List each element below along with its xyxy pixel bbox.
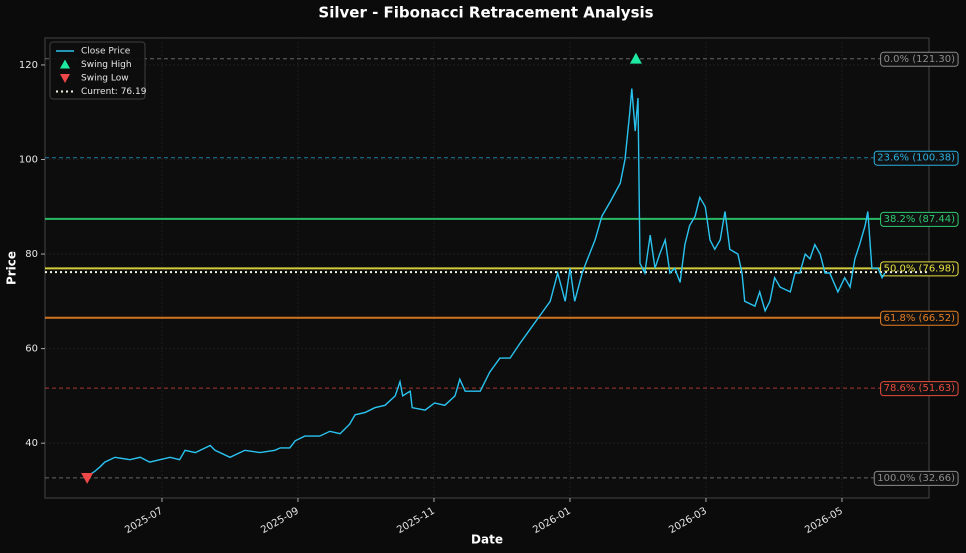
fib-label-box — [880, 261, 959, 277]
fib-label-box — [880, 211, 959, 227]
y-tick-label: 60 — [25, 344, 38, 355]
price-line — [86, 88, 886, 477]
fib-level-label: 50.0% (76.98) — [884, 263, 955, 274]
fib-level-label: 0.0% (121.30) — [884, 54, 955, 65]
fib-level-tag: 38.2% (87.44) — [880, 211, 959, 227]
fib-label-box — [880, 381, 959, 397]
legend-swatch — [60, 74, 70, 83]
fib-label-box — [880, 51, 959, 67]
chart-title: Silver - Fibonacci Retracement Analysis — [318, 4, 653, 22]
y-tick-label: 120 — [19, 60, 38, 71]
fib-label-box — [873, 150, 959, 166]
fib-label-box — [880, 310, 959, 326]
fib-level-label: 38.2% (87.44) — [884, 214, 955, 225]
legend-label: Current: 76.19 — [81, 87, 147, 97]
x-axis-label: Date — [471, 533, 503, 547]
y-tick-label: 80 — [25, 249, 38, 260]
legend-label: Close Price — [81, 47, 131, 57]
fib-level-tag: 61.8% (66.52) — [880, 310, 959, 326]
y-tick-label: 100 — [19, 155, 38, 166]
fib-level-tag: 23.6% (100.38) — [873, 150, 959, 166]
legend-label: Swing High — [81, 60, 132, 70]
swing-low-marker — [81, 473, 94, 484]
fib-level-label: 23.6% (100.38) — [877, 153, 955, 164]
fib-level-tag: 50.0% (76.98) — [880, 261, 959, 277]
y-tick-label: 40 — [25, 438, 38, 449]
legend-label: Swing Low — [81, 74, 129, 84]
fib-level-label: 78.6% (51.63) — [884, 383, 955, 394]
y-axis-label: Price — [5, 251, 19, 285]
fib-level-tag: 78.6% (51.63) — [880, 381, 959, 397]
fib-label-box — [873, 470, 959, 486]
fib-level-tag: 100.0% (32.66) — [873, 470, 959, 486]
fib-level-tag: 0.0% (121.30) — [880, 51, 959, 67]
swing-high-marker — [629, 52, 642, 64]
legend-swatch — [60, 59, 70, 69]
fib-level-label: 61.8% (66.52) — [884, 313, 955, 324]
fib-level-label: 100.0% (32.66) — [877, 473, 955, 484]
legend-box — [49, 41, 146, 100]
